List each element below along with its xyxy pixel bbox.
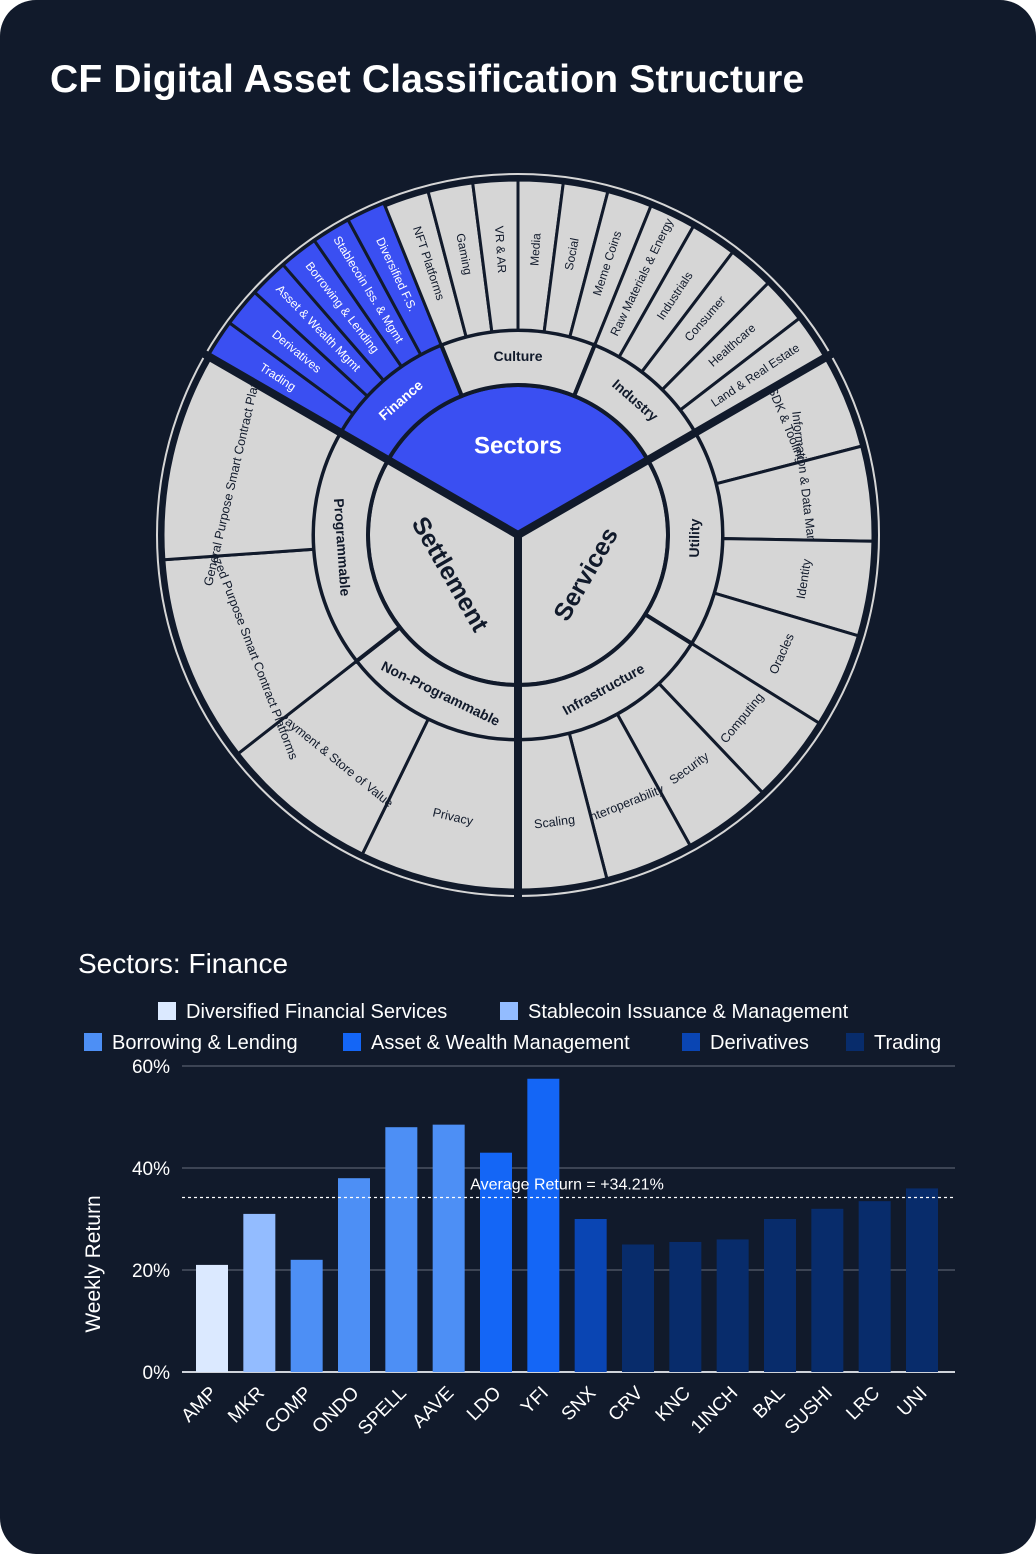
sector-divider [201, 350, 521, 539]
legend-swatch [84, 1033, 102, 1051]
bar-comp[interactable] [290, 1259, 323, 1372]
x-tick-label: SNX [558, 1382, 601, 1425]
chart-legend: Diversified Financial Services Stablecoin… [84, 1001, 941, 1054]
bar-sushi[interactable] [811, 1208, 844, 1372]
grid-lines: 0% 20% 40% 60% [132, 1057, 955, 1384]
bar-uni[interactable] [906, 1188, 938, 1372]
bar-ldo[interactable] [480, 1152, 512, 1372]
legend-label: Derivatives [710, 1032, 809, 1054]
bar-snx[interactable] [574, 1219, 607, 1372]
bar-lrc[interactable] [858, 1201, 891, 1372]
legend-item-stablecoin-issuance-management[interactable]: Stablecoin Issuance & Management [500, 1001, 849, 1023]
x-tick-label: KNC [652, 1383, 695, 1426]
legend-label: Asset & Wealth Management [371, 1032, 630, 1054]
bar-1inch[interactable] [716, 1239, 749, 1372]
legend-item-trading[interactable]: Trading [846, 1032, 941, 1054]
legend-swatch [343, 1033, 361, 1051]
subsector-label: Identity [794, 557, 814, 600]
legend-item-diversified-financial-services[interactable]: Diversified Financial Services [158, 1001, 447, 1023]
category-label: Programmable [331, 498, 354, 597]
x-tick-label: MKR [224, 1383, 269, 1428]
bar-yfi[interactable] [527, 1078, 560, 1372]
y-tick-label: 60% [132, 1057, 170, 1078]
x-tick-label: AMP [178, 1383, 222, 1427]
legend-label: Borrowing & Lending [112, 1032, 298, 1054]
x-tick-label: LRC [842, 1383, 884, 1425]
x-tick-label: YFI [517, 1383, 553, 1419]
x-tick-label: SPELL [354, 1383, 411, 1440]
legend-item-asset-wealth-management[interactable]: Asset & Wealth Management [343, 1032, 630, 1054]
bar-bal[interactable] [764, 1219, 796, 1372]
subsector-label: VR & AR [492, 225, 509, 273]
legend-item-borrowing-lending[interactable]: Borrowing & Lending [84, 1032, 298, 1054]
y-tick-label: 0% [143, 1363, 171, 1384]
x-tick-label: BAL [749, 1383, 789, 1423]
legend-label: Diversified Financial Services [186, 1001, 447, 1023]
x-tick-label: LDO [463, 1383, 505, 1425]
bar-aave[interactable] [432, 1124, 465, 1372]
legend-swatch [846, 1033, 864, 1051]
bar-ondo[interactable] [338, 1178, 370, 1372]
center-label: Sectors [474, 432, 562, 459]
x-tick-label: AAVE [409, 1383, 459, 1433]
y-tick-label: 20% [132, 1261, 170, 1282]
bar-mkr[interactable] [243, 1213, 276, 1372]
category-label: Culture [494, 348, 543, 364]
legend-swatch [682, 1033, 700, 1051]
category-programmable[interactable]: Specialized Purpose Smart Contract Platf… [161, 352, 403, 762]
subsector-label: Media [527, 232, 543, 266]
x-tick-label: ONDO [308, 1383, 363, 1438]
category-label: Utility [686, 518, 703, 557]
average-label: Average Return = +34.21% [470, 1177, 664, 1194]
bar-spell[interactable] [385, 1127, 418, 1372]
category-industry[interactable]: Raw Materials & EnergyIndustrialsConsume… [571, 203, 828, 463]
x-tick-label: SUSHI [781, 1383, 837, 1439]
legend-item-derivatives[interactable]: Derivatives [682, 1032, 809, 1054]
category-infrastructure[interactable]: ComputingSecurityInteroperabilityScaling… [516, 611, 822, 892]
legend-label: Trading [874, 1032, 941, 1054]
y-tick-label: 40% [132, 1159, 170, 1180]
x-tick-label: CRV [605, 1382, 648, 1425]
bar-amp[interactable] [196, 1264, 228, 1372]
sector-divider [516, 350, 835, 539]
chart-title: Sectors: Finance [78, 948, 289, 979]
bar-knc[interactable] [669, 1241, 702, 1372]
legend-swatch [500, 1002, 518, 1020]
subsector-label: Scaling [533, 812, 575, 831]
x-tick-label: 1INCH [687, 1383, 742, 1438]
x-tick-label: COMP [261, 1383, 316, 1438]
main-title: CF Digital Asset Classification Structur… [50, 58, 805, 101]
y-axis-label: Weekly Return [82, 1195, 105, 1332]
category-culture[interactable]: NFT Platforms Gaming VR & AR Media Social Mem… [383, 178, 653, 399]
legend-label: Stablecoin Issuance & Management [528, 1001, 849, 1023]
x-tick-label: UNI [894, 1383, 932, 1421]
subsector-label: Social [562, 237, 582, 272]
bar-crv[interactable] [622, 1244, 654, 1373]
legend-swatch [158, 1002, 176, 1020]
